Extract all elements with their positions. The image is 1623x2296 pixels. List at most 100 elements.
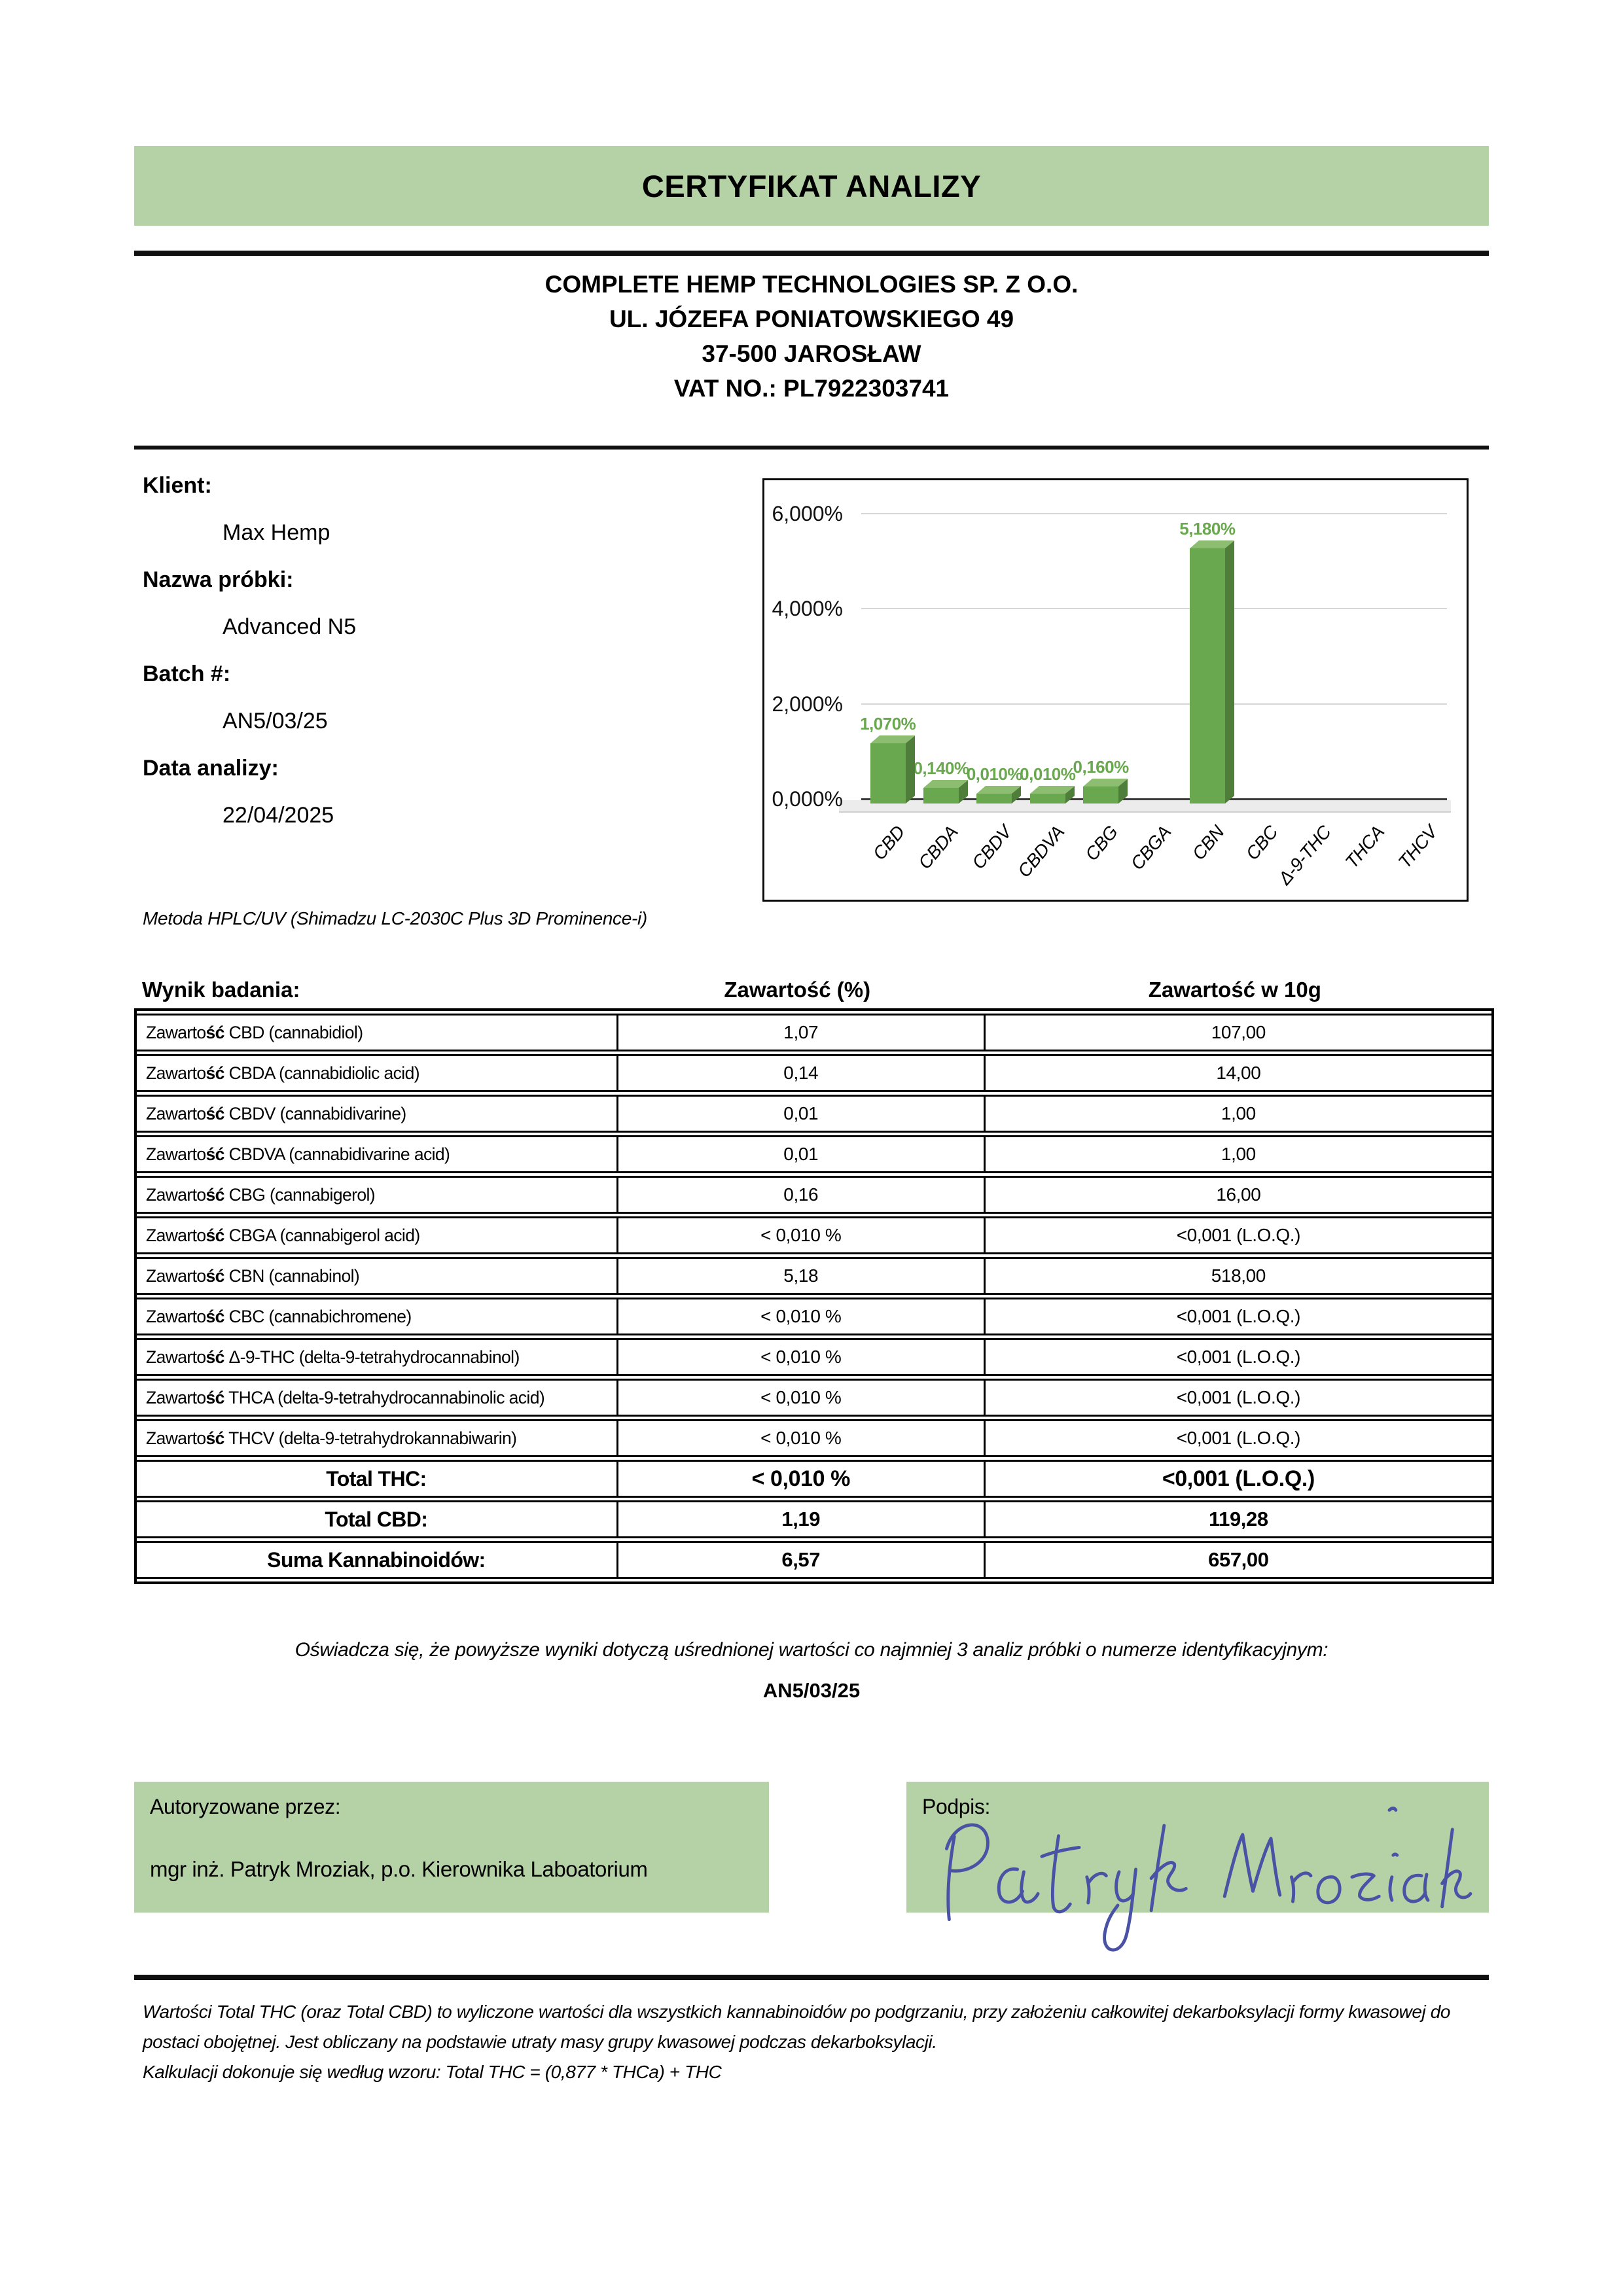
row-pct: 5,18 bbox=[616, 1257, 984, 1295]
row-per10g: <0,001 (L.O.Q.) bbox=[983, 1379, 1491, 1417]
row-label: Zawartość CBC (cannabichromene) bbox=[137, 1298, 616, 1335]
title-banner: CERTYFIKAT ANALIZY bbox=[134, 146, 1489, 226]
bar-slot-d9thc bbox=[1287, 513, 1340, 798]
bar-slot-cbg: 0,160% bbox=[1073, 513, 1129, 804]
company-city: 37-500 JAROSŁAW bbox=[702, 340, 921, 367]
total-per10g: <0,001 (L.O.Q.) bbox=[983, 1460, 1491, 1498]
sample-name-label: Nazwa próbki: bbox=[143, 567, 294, 592]
total-thc-row: Total THC: < 0,010 % <0,001 (L.O.Q.) bbox=[137, 1460, 1491, 1498]
y-tick-label: 4,000% bbox=[772, 597, 843, 621]
sum-cannabinoids-row: Suma Kannabinoidów: 6,57 657,00 bbox=[137, 1541, 1491, 1579]
batch-label: Batch #: bbox=[143, 662, 231, 686]
bar-cbn bbox=[1189, 548, 1225, 804]
row-per10g: 1,00 bbox=[983, 1095, 1491, 1133]
row-pct: < 0,010 % bbox=[616, 1216, 984, 1254]
bar-slot-thcv bbox=[1394, 513, 1447, 798]
row-per10g: <0,001 (L.O.Q.) bbox=[983, 1216, 1491, 1254]
company-vat: VAT NO.: PL7922303741 bbox=[673, 375, 950, 402]
statement-batch-number: AN5/03/25 bbox=[762, 1679, 861, 1702]
x-tick-cbn: CBN bbox=[1188, 822, 1228, 864]
bar-slot-thca bbox=[1340, 513, 1393, 798]
results-table-header: Wynik badania: Zawartość (%) Zawartość w… bbox=[134, 978, 1489, 1002]
total-label: Total CBD: bbox=[137, 1500, 616, 1538]
table-row: Zawartość THCV (delta-9-tetrahydrokannab… bbox=[137, 1419, 1491, 1457]
bar-slot-cbda: 0,140% bbox=[913, 513, 969, 804]
x-axis-line bbox=[861, 798, 1447, 800]
row-label: Zawartość THCV (delta-9-tetrahydrokannab… bbox=[137, 1419, 616, 1457]
x-axis-labels: CBD CBDA CBDV CBDVA CBG CBGA CBN CBC Δ-9… bbox=[861, 813, 1447, 898]
gridline-4pct bbox=[861, 608, 1447, 610]
bar-value-label: 5,180% bbox=[1179, 518, 1236, 539]
authorized-by-box: Autoryzowane przez: mgr inż. Patryk Mroz… bbox=[134, 1782, 769, 1913]
bar-value-label: 0,140% bbox=[913, 758, 969, 778]
row-label: Zawartość CBN (cannabinol) bbox=[137, 1257, 616, 1295]
company-block: COMPLETE HEMP TECHNOLOGIES SP. Z O.O. UL… bbox=[134, 267, 1489, 406]
row-per10g: <0,001 (L.O.Q.) bbox=[983, 1298, 1491, 1335]
batch-value: AN5/03/25 bbox=[223, 709, 328, 733]
row-pct: 1,07 bbox=[616, 1014, 984, 1051]
row-label: Zawartość THCA (delta-9-tetrahydrocannab… bbox=[137, 1379, 616, 1417]
x-tick-cbdv: CBDV bbox=[967, 822, 1016, 873]
bar-slot-cbdva: 0,010% bbox=[1020, 513, 1076, 804]
cannabinoid-bar-chart: 6,000% 4,000% 2,000% 0,000% 1,070% 0,140… bbox=[762, 478, 1469, 902]
table-row: Zawartość CBDA (cannabidiolic acid) 0,14… bbox=[137, 1054, 1491, 1092]
x-tick-cbc: CBC bbox=[1241, 822, 1282, 864]
row-pct: 0,16 bbox=[616, 1176, 984, 1214]
y-tick-label: 2,000% bbox=[772, 692, 843, 716]
row-label: Zawartość CBD (cannabidiol) bbox=[137, 1014, 616, 1051]
bar-slot-cbga bbox=[1128, 513, 1181, 798]
col-header-result: Wynik badania: bbox=[142, 978, 300, 1002]
row-pct: < 0,010 % bbox=[616, 1298, 984, 1335]
table-row: Zawartość Δ-9-THC (delta-9-tetrahydrocan… bbox=[137, 1338, 1491, 1376]
page-title: CERTYFIKAT ANALIZY bbox=[641, 168, 982, 203]
bar-cbdv bbox=[976, 794, 1012, 804]
row-per10g: 518,00 bbox=[983, 1257, 1491, 1295]
row-label: Zawartość CBDA (cannabidiolic acid) bbox=[137, 1054, 616, 1092]
table-row: Zawartość CBC (cannabichromene) < 0,010 … bbox=[137, 1298, 1491, 1335]
company-name: COMPLETE HEMP TECHNOLOGIES SP. Z O.O. bbox=[544, 271, 1079, 298]
bar-value-label: 0,010% bbox=[1020, 764, 1076, 785]
chart-bars: 1,070% 0,140% 0,010% 0,010% 0,160% bbox=[860, 513, 1447, 804]
total-per10g: 119,28 bbox=[983, 1500, 1491, 1538]
authorized-by-label: Autoryzowane przez: bbox=[150, 1795, 341, 1818]
statement-text: Oświadcza się, że powyższe wyniki dotycz… bbox=[294, 1639, 1329, 1661]
y-tick-label: 6,000% bbox=[772, 502, 843, 525]
row-pct: 0,14 bbox=[616, 1054, 984, 1092]
method-note: Metoda HPLC/UV (Shimadzu LC-2030C Plus 3… bbox=[143, 908, 647, 928]
row-per10g: <0,001 (L.O.Q.) bbox=[983, 1419, 1491, 1457]
bar-slot-cbn: 5,180% bbox=[1179, 513, 1236, 804]
analysis-date-value: 22/04/2025 bbox=[223, 803, 334, 828]
bar-slot-cbdv: 0,010% bbox=[967, 513, 1023, 804]
col-header-percent: Zawartość (%) bbox=[724, 978, 871, 1002]
bar-slot-cbc bbox=[1234, 513, 1287, 798]
sample-info: Klient: Max Hemp Nazwa próbki: Advanced … bbox=[143, 473, 732, 850]
y-tick-label: 0,000% bbox=[772, 787, 843, 811]
row-label: Zawartość Δ-9-THC (delta-9-tetrahydrocan… bbox=[137, 1338, 616, 1376]
x-tick-cbg: CBG bbox=[1081, 822, 1122, 865]
total-per10g: 657,00 bbox=[983, 1541, 1491, 1579]
total-label: Suma Kannabinoidów: bbox=[137, 1541, 616, 1579]
row-label: Zawartość CBGA (cannabigerol acid) bbox=[137, 1216, 616, 1254]
total-pct: < 0,010 % bbox=[616, 1460, 984, 1498]
bar-slot-cbd: 1,070% bbox=[860, 513, 916, 804]
x-tick-cbda: CBDA bbox=[914, 822, 962, 873]
bar-value-label: 1,070% bbox=[860, 714, 916, 734]
signature-label: Podpis: bbox=[922, 1795, 990, 1818]
total-cbd-row: Total CBD: 1,19 119,28 bbox=[137, 1500, 1491, 1538]
total-pct: 6,57 bbox=[616, 1541, 984, 1579]
row-pct: < 0,010 % bbox=[616, 1338, 984, 1376]
company-street: UL. JÓZEFA PONIATOWSKIEGO 49 bbox=[609, 306, 1014, 332]
table-row: Zawartość CBGA (cannabigerol acid) < 0,0… bbox=[137, 1216, 1491, 1254]
x-tick-cbd: CBD bbox=[868, 822, 909, 864]
row-pct: < 0,010 % bbox=[616, 1379, 984, 1417]
row-per10g: 14,00 bbox=[983, 1054, 1491, 1092]
bar-cbdva bbox=[1029, 794, 1065, 804]
total-pct: 1,19 bbox=[616, 1500, 984, 1538]
signature-box: Podpis: bbox=[906, 1782, 1489, 1913]
x-tick-thcv: THCV bbox=[1394, 822, 1442, 872]
footer-paragraph-1: Wartości Total THC (oraz Total CBD) to w… bbox=[143, 2002, 1451, 2052]
table-row: Zawartość CBG (cannabigerol) 0,16 16,00 bbox=[137, 1176, 1491, 1214]
row-pct: 0,01 bbox=[616, 1135, 984, 1173]
chart-plot-area: 6,000% 4,000% 2,000% 0,000% 1,070% 0,140… bbox=[772, 502, 1451, 813]
